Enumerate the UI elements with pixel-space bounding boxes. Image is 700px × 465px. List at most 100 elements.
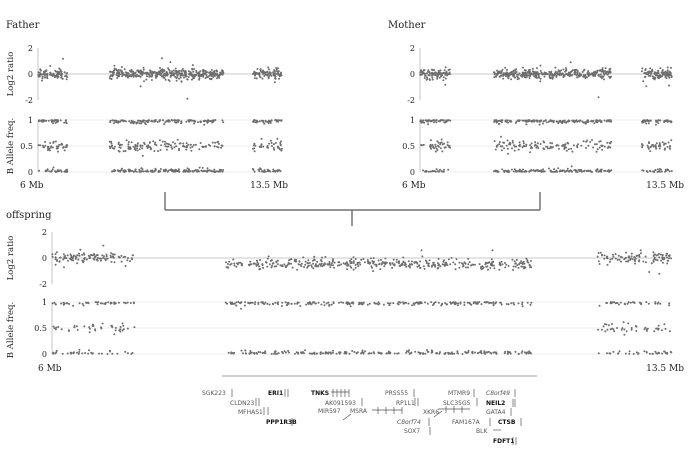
data-point [400,264,403,266]
data-point [110,78,113,80]
data-point [152,140,155,143]
data-point [490,258,493,261]
data-point [198,170,200,173]
data-point [606,73,609,76]
data-point [597,119,600,122]
data-point [293,302,296,305]
data-point [134,168,137,171]
data-point [538,120,541,123]
data-point [179,76,182,79]
data-point [175,73,178,75]
data-point [351,350,354,352]
data-point [425,262,428,265]
y-tick-label: 0.5 [402,142,415,151]
data-point [296,302,299,305]
data-point [273,170,276,172]
data-point [563,119,566,122]
data-point [473,263,476,266]
data-point [521,73,524,76]
data-point [601,148,604,151]
data-point [178,142,181,145]
data-point [657,77,660,80]
data-point [438,71,441,73]
data-point [403,261,406,264]
data-point [561,72,564,75]
data-point [557,167,560,170]
data-point [267,66,270,69]
data-point [263,74,266,77]
data-point [514,350,517,353]
data-point [178,72,181,75]
data-point [427,119,430,122]
data-point [112,255,115,258]
data-point [199,120,202,123]
data-point [124,350,127,353]
data-point [331,351,334,354]
data-point [173,72,176,75]
data-point [427,264,430,267]
data-point [504,66,507,69]
data-point [427,170,430,173]
data-point [498,71,501,74]
data-point [217,140,220,143]
data-point [669,147,671,150]
data-point [374,302,377,305]
data-point [110,140,113,143]
data-point [510,71,513,74]
data-point [38,119,41,122]
data-point [408,352,411,355]
data-point [657,328,660,331]
data-point [625,330,628,333]
data-point [94,255,97,258]
data-point [62,146,65,149]
data-point [461,265,464,268]
gene-label: BLK [476,428,488,435]
data-point [205,71,207,74]
data-point [657,69,660,72]
data-point [661,256,664,259]
data-point [666,256,668,259]
data-point [96,254,99,256]
data-point [310,265,313,268]
data-point [490,262,493,265]
data-point [253,150,256,153]
data-point [85,258,88,261]
data-point [157,150,160,153]
data-point [44,140,47,143]
data-point [232,352,235,355]
data-point [139,71,142,74]
data-point [590,120,593,122]
data-point [568,72,571,75]
data-point [668,257,671,260]
data-point [287,261,290,264]
data-point [584,77,587,79]
data-point [360,352,362,355]
data-point [430,74,433,77]
data-point [661,261,664,264]
data-point [110,252,113,255]
data-point [645,85,648,88]
data-point [450,256,453,259]
data-point [603,257,606,260]
data-point [192,144,195,146]
data-point [205,74,208,77]
data-point [210,78,213,81]
data-point [606,263,609,266]
data-point [258,170,261,173]
data-point [57,150,59,153]
data-point [536,67,538,70]
data-point [210,69,213,71]
data-point [434,145,437,148]
panel-0: 20-2 [25,44,283,105]
data-point [670,76,673,78]
data-point [321,265,324,268]
data-point [140,170,143,173]
offspring-log2-ylabel: Log2 ratio [6,236,16,281]
data-point [63,266,65,269]
data-point [251,301,254,304]
data-point [87,301,90,304]
data-point [41,144,44,147]
data-point [530,169,533,171]
data-point [668,76,671,79]
data-point [408,263,411,266]
